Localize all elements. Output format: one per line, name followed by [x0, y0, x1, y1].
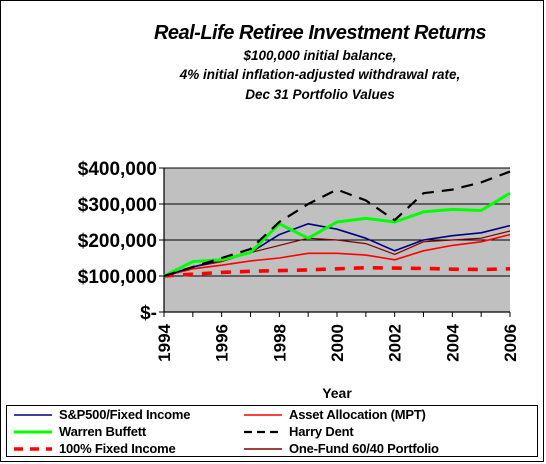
legend-label: 100% Fixed Income: [59, 441, 176, 456]
x-tick-label: 1998: [270, 324, 289, 362]
chart-subtitle-line-3: Dec 31 Portfolio Values: [245, 87, 395, 102]
y-tick-label: $-: [140, 303, 157, 324]
y-tick-label: $400,000: [78, 159, 157, 180]
series-line-harry-dent: [163, 170, 511, 278]
x-tick-label: 2004: [443, 323, 462, 361]
x-tick-label: 1996: [213, 324, 232, 362]
y-tick-label: $100,000: [78, 267, 157, 288]
legend-swatch: [244, 447, 282, 450]
legend-item: Harry Dent: [243, 424, 354, 439]
legend-item: Asset Allocation (MPT): [243, 407, 426, 422]
legend-swatch: [14, 430, 52, 433]
legend-item: 100% Fixed Income: [13, 441, 176, 456]
series-line-100-fixed-income: [163, 265, 511, 278]
legend-swatch: [244, 430, 282, 433]
series-line-one-fund-60-40-portfolio: [163, 230, 511, 277]
x-tick-label: 1994: [155, 323, 174, 361]
x-tick-label: 2006: [501, 324, 520, 362]
legend-item: Warren Buffett: [13, 424, 146, 439]
legend-swatch: [14, 413, 52, 416]
legend-item: S&P500/Fixed Income: [13, 407, 191, 422]
legend-label: Harry Dent: [289, 424, 354, 439]
y-axis-ticks: $- $100,000 $200,000 $300,000 $400,000: [78, 159, 164, 324]
x-axis-label: Year: [322, 385, 352, 401]
legend: S&P500/Fixed Income Asset Allocation (MPT…: [6, 405, 538, 457]
y-tick-label: $200,000: [78, 231, 157, 252]
legend-swatch: [244, 413, 282, 416]
chart-title: Real-Life Retiree Investment Returns: [153, 22, 487, 44]
x-tick-label: 2000: [328, 324, 347, 362]
series-lines: [163, 170, 511, 278]
series-line-asset-allocation-mpt: [163, 233, 511, 277]
chart-subtitle-line-1: $100,000 initial balance,: [243, 48, 397, 63]
legend-label: Warren Buffett: [59, 424, 146, 439]
legend-label: One-Fund 60/40 Portfolio: [289, 441, 439, 456]
series-line-warren-buffett: [163, 191, 511, 278]
legend-label: Asset Allocation (MPT): [289, 407, 426, 422]
legend-item: One-Fund 60/40 Portfolio: [243, 441, 439, 456]
y-tick-label: $300,000: [78, 195, 157, 216]
chart-subtitle-line-2: 4% initial inflation-adjusted withdrawal…: [179, 67, 461, 82]
line-chart: $-$100,000$200,000$300,000$400,000 1994 1…: [78, 159, 520, 401]
x-tick-label: 2002: [386, 324, 405, 362]
x-axis-ticks: 1994 1996 1998 2000 2002 2004 2006: [155, 312, 520, 362]
legend-swatch: [14, 446, 52, 451]
legend-label: S&P500/Fixed Income: [59, 407, 191, 422]
